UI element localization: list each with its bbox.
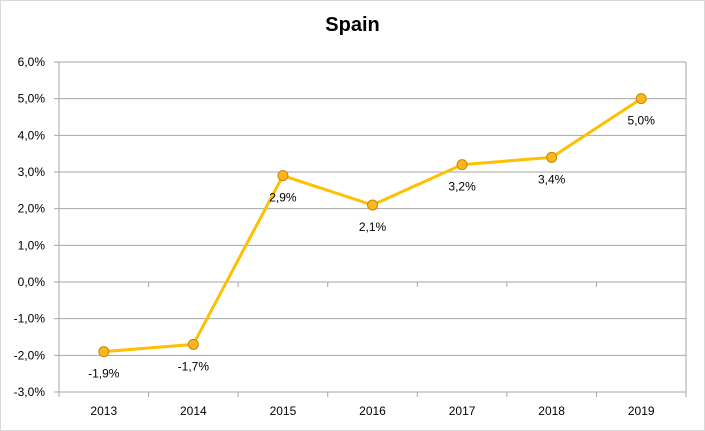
data-point bbox=[277, 170, 289, 182]
y-tick-label: 6,0% bbox=[18, 55, 46, 69]
data-label: 2,9% bbox=[269, 191, 297, 205]
data-label: 5,0% bbox=[628, 114, 656, 128]
data-point bbox=[187, 338, 199, 350]
y-tick-label: 3,0% bbox=[18, 165, 46, 179]
data-label: 3,4% bbox=[538, 172, 566, 186]
data-point bbox=[367, 199, 378, 211]
data-point bbox=[546, 151, 558, 163]
gridlines bbox=[59, 61, 686, 393]
data-points bbox=[98, 93, 647, 358]
y-tick-label: -3,0% bbox=[14, 385, 46, 399]
data-label: -1,9% bbox=[88, 367, 120, 381]
x-tick-label: 2015 bbox=[270, 404, 297, 418]
data-point bbox=[98, 346, 110, 358]
y-tick-label: -1,0% bbox=[14, 312, 46, 326]
x-tick-label: 2018 bbox=[538, 404, 565, 418]
x-tick-label: 2014 bbox=[180, 404, 207, 418]
y-tick-label: 4,0% bbox=[18, 128, 46, 142]
data-point bbox=[635, 93, 647, 105]
chart-title: Spain bbox=[325, 14, 380, 36]
x-tick-label: 2017 bbox=[449, 404, 476, 418]
x-tick-label: 2016 bbox=[359, 404, 386, 418]
data-label: 2,1% bbox=[359, 220, 387, 234]
y-tick-label: 0,0% bbox=[18, 275, 46, 289]
x-axis-ticks: 2013 2014 2015 2016 2017 2018 2019 bbox=[90, 404, 654, 418]
y-tick-label: -2,0% bbox=[14, 348, 46, 362]
x-tick-label: 2013 bbox=[90, 404, 117, 418]
data-label: 3,2% bbox=[448, 180, 476, 194]
data-label: -1,7% bbox=[178, 359, 210, 373]
y-tick-label: 2,0% bbox=[18, 202, 46, 216]
y-tick-label: 1,0% bbox=[18, 238, 46, 252]
y-tick-label: 5,0% bbox=[18, 92, 46, 106]
x-tick-label: 2019 bbox=[628, 404, 655, 418]
data-point bbox=[456, 159, 468, 171]
y-axis-ticks: 6,0% 5,0% 4,0% 3,0% 2,0% 1,0% 0,0% -1,0% -2,0% -3… bbox=[14, 55, 46, 399]
data-labels: -1,9% -1,7% 2,9% 2,1% 3,2% 3,4% 5,0% bbox=[88, 114, 655, 381]
axes bbox=[54, 61, 687, 397]
